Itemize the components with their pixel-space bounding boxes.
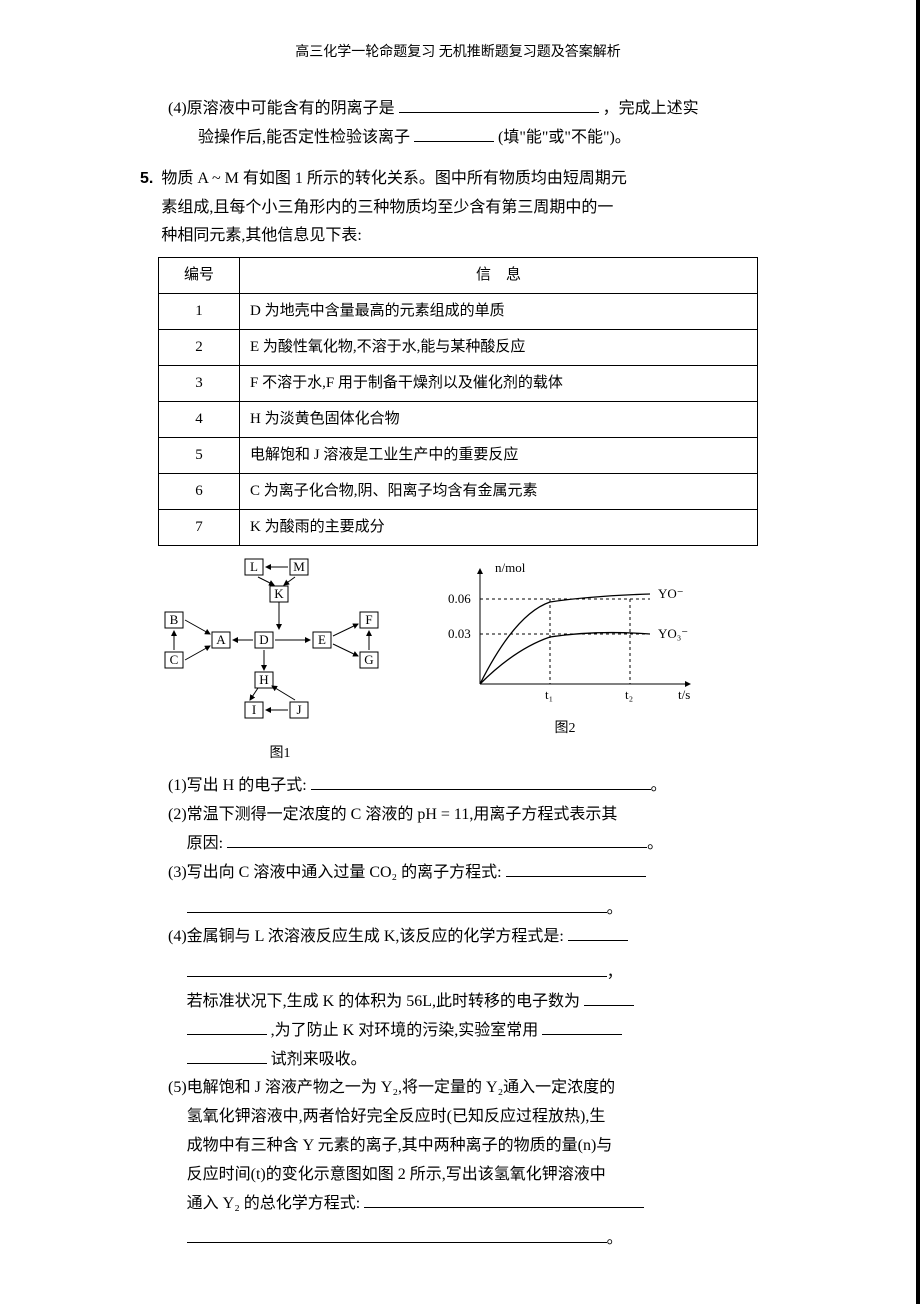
table-row: 3 (159, 366, 240, 402)
q5-1: (1) 写出 H 的电子式: 。 (168, 772, 866, 801)
svg-text:H: H (259, 672, 268, 687)
q5-5-text3: 成物中有三种含 Y 元素的离子,其中两种离子的物质的量(n)与 (187, 1137, 613, 1154)
q5-3: (3) 写出向 C 溶液中通入过量 CO₂ 的离子方程式: 。 (168, 859, 866, 924)
q5-2-text2: 原因: (187, 835, 223, 852)
svg-text:L: L (250, 559, 258, 574)
svg-text:E: E (318, 632, 326, 647)
q4-text4: (填"能"或"不能")。 (498, 129, 631, 146)
table-row: E 为酸性氧化物,不溶于水,能与某种酸反应 (240, 330, 758, 366)
q5-2-text1: 常温下测得一定浓度的 C 溶液的 pH = 11,用离子方程式表示其 (187, 806, 618, 823)
svg-text:G: G (364, 652, 373, 667)
q4-text1: 原溶液中可能含有的阴离子是 (187, 100, 395, 117)
blank (568, 924, 628, 941)
series-label: YO₃⁻ (658, 626, 688, 641)
q5-5-text1: 电解饱和 J 溶液产物之一为 Y₂,将一定量的 Y₂通入一定浓度的 (187, 1079, 616, 1096)
q5-intro3: 种相同元素,其他信息见下表: (161, 227, 361, 244)
svg-text:B: B (170, 612, 179, 627)
table-row: 2 (159, 330, 240, 366)
blank (542, 1018, 622, 1035)
q5-4-num: (4) (168, 923, 187, 952)
page: 高三化学一轮命题复习 无机推断题复习题及答案解析 (4) 原溶液中可能含有的阴离… (0, 0, 920, 1304)
blank (187, 960, 607, 977)
info-table: 编号 信 息 1D 为地壳中含量最高的元素组成的单质 2E 为酸性氧化物,不溶于… (158, 257, 758, 546)
series-label: YO⁻ (658, 586, 684, 601)
blank (187, 1047, 267, 1064)
svg-text:A: A (216, 632, 226, 647)
svg-text:K: K (274, 586, 284, 601)
q5-5: (5) 电解饱和 J 溶液产物之一为 Y₂,将一定量的 Y₂通入一定浓度的 氢氧… (168, 1074, 866, 1254)
q4-text3: 验操作后,能否定性检验该离子 (198, 129, 410, 146)
q5-3-num: (3) (168, 859, 187, 888)
blank (187, 1018, 267, 1035)
blank (414, 125, 494, 142)
q5-5-num: (5) (168, 1074, 187, 1103)
q4-num: (4) (168, 95, 187, 124)
blank (187, 896, 607, 913)
q5-block: 5. 物质 A ~ M 有如图 1 所示的转化关系。图中所有物质均由短周期元 素… (50, 165, 866, 1254)
svg-text:D: D (259, 632, 268, 647)
svg-text:C: C (170, 652, 179, 667)
table-row: 4 (159, 402, 240, 438)
figure-2: n/mol t/s 0.06 0.03 t₁ t₂ YO⁻ YO₃⁻ 图2 (420, 554, 710, 741)
page-header: 高三化学一轮命题复习 无机推断题复习题及答案解析 (50, 40, 866, 65)
table-row: 7 (159, 510, 240, 546)
q5-intro: 物质 A ~ M 有如图 1 所示的转化关系。图中所有物质均由短周期元 素组成,… (161, 165, 627, 251)
q5-intro2: 素组成,且每个小三角形内的三种物质均至少含有第三周期中的一 (161, 199, 613, 216)
q5-sub-block: (1) 写出 H 的电子式: 。 (2) 常温下测得一定浓度的 C 溶液的 pH… (168, 772, 866, 1254)
q5-2-num: (2) (168, 801, 187, 830)
blank (364, 1191, 644, 1208)
q4-block: (4) 原溶液中可能含有的阴离子是 ，完成上述实 验操作后,能否定性检验该离子 … (168, 95, 866, 153)
svg-text:I: I (252, 702, 256, 717)
q5-5-text5: 通入 Y₂ 的总化学方程式: (187, 1195, 361, 1212)
q5-1-text: 写出 H 的电子式: (187, 777, 307, 794)
blank (506, 860, 646, 877)
xlabel: t/s (678, 687, 690, 702)
q5-4-text4: 试剂来吸收。 (271, 1051, 367, 1068)
blank (584, 989, 634, 1006)
q4-text2: ，完成上述实 (603, 100, 699, 117)
table-row: K 为酸雨的主要成分 (240, 510, 758, 546)
table-row: 1 (159, 294, 240, 330)
chart-svg: n/mol t/s 0.06 0.03 t₁ t₂ YO⁻ YO₃⁻ (420, 554, 710, 714)
q5-5-text4: 反应时间(t)的变化示意图如图 2 所示,写出该氢氧化钾溶液中 (187, 1166, 606, 1183)
q5-4-text1: 金属铜与 L 浓溶液反应生成 K,该反应的化学方程式是: (187, 928, 564, 945)
q5-1-num: (1) (168, 772, 187, 801)
q5-3-text: 写出向 C 溶液中通入过量 CO₂ 的离子方程式: (187, 864, 502, 881)
q5-5-text2: 氢氧化钾溶液中,两者恰好完全反应时(已知反应过程放热),生 (187, 1108, 606, 1125)
q5-intro1: 物质 A ~ M 有如图 1 所示的转化关系。图中所有物质均由短周期元 (161, 170, 627, 187)
table-row: 电解饱和 J 溶液是工业生产中的重要反应 (240, 438, 758, 474)
table-row: 6 (159, 474, 240, 510)
table-row: F 不溶于水,F 用于制备干燥剂以及催化剂的载体 (240, 366, 758, 402)
q5-4-text3: ,为了防止 K 对环境的污染,实验室常用 (271, 1022, 539, 1039)
xtick: t₁ (545, 687, 553, 702)
q5-2: (2) 常温下测得一定浓度的 C 溶液的 pH = 11,用离子方程式表示其 原… (168, 801, 866, 859)
svg-text:F: F (365, 612, 372, 627)
figure-1: L M K B F A D E C G H I J (150, 554, 410, 766)
table-row: D 为地壳中含量最高的元素组成的单质 (240, 294, 758, 330)
table-row: 5 (159, 438, 240, 474)
xtick: t₂ (625, 687, 633, 702)
th-num: 编号 (159, 258, 240, 294)
diagram-1-svg: L M K B F A D E C G H I J (150, 554, 410, 739)
ylabel: n/mol (495, 560, 526, 575)
svg-text:J: J (296, 702, 301, 717)
q5-num: 5. (140, 165, 153, 251)
blank (311, 773, 651, 790)
blank (227, 831, 647, 848)
table-row: C 为离子化合物,阴、阳离子均含有金属元素 (240, 474, 758, 510)
table-row: H 为淡黄色固体化合物 (240, 402, 758, 438)
q5-4: (4) 金属铜与 L 浓溶液反应生成 K,该反应的化学方程式是: ， 若标准状况… (168, 923, 866, 1074)
svg-text:M: M (293, 559, 305, 574)
blank (187, 1226, 607, 1243)
fig1-label: 图1 (150, 741, 410, 766)
th-info: 信 息 (240, 258, 758, 294)
fig2-label: 图2 (420, 716, 710, 741)
q5-4-text2: 若标准状况下,生成 K 的体积为 56L,此时转移的电子数为 (187, 993, 580, 1010)
blank (399, 96, 599, 113)
q4-body: 原溶液中可能含有的阴离子是 ，完成上述实 (187, 95, 699, 124)
figures-row: L M K B F A D E C G H I J (150, 554, 866, 766)
ytick: 0.03 (448, 626, 471, 641)
q4-line2: 验操作后,能否定性检验该离子 (填"能"或"不能")。 (198, 124, 866, 153)
ytick: 0.06 (448, 591, 471, 606)
